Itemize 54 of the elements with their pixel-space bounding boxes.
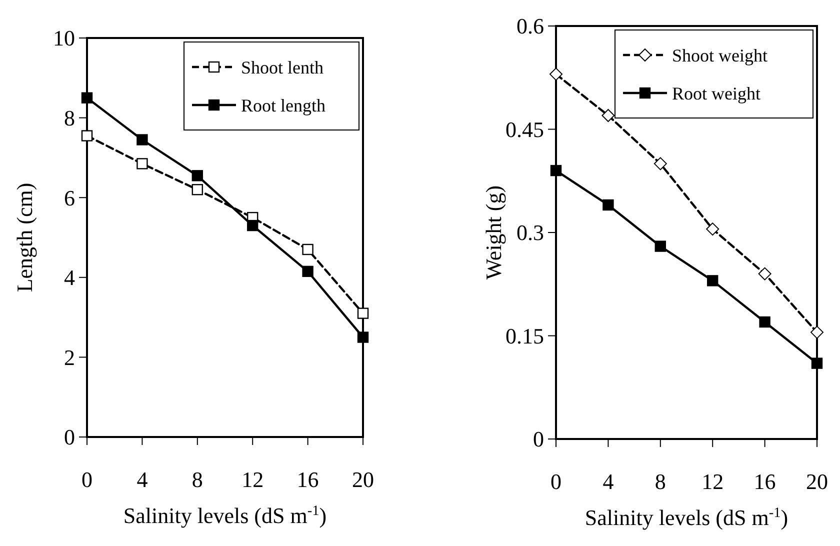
point [654,240,666,252]
y-tick-label: 0 [533,426,544,452]
point [81,92,93,104]
x-tick-label: 0 [82,467,92,492]
legend-label: Shoot lenth [241,57,324,78]
y-tick-label: 0.15 [506,323,544,348]
point [758,267,772,280]
point [706,222,720,236]
x-tick-label: 12 [702,469,724,494]
x-tick-label: 8 [654,469,666,494]
y-tick-label: 10 [53,26,75,51]
y-tick-label: 6 [64,185,75,210]
point [654,157,667,170]
x-tick-label: 20 [352,467,374,492]
point [357,308,369,319]
y-tick-label: 0.45 [506,116,544,142]
y-axis-title: Length (cm) [12,182,37,292]
y-axis-title: Weight (g) [481,185,506,280]
x-tick-label: 16 [296,467,319,492]
point [759,316,770,328]
y-tick-label: 2 [64,344,75,370]
y-tick-label: 0 [64,424,75,450]
x-tick-label: 12 [242,467,264,492]
point [136,134,148,146]
y-tick-label: 8 [64,106,75,130]
point [811,358,823,369]
y-tick-label: 0.3 [516,220,544,246]
legend-label: Shoot weight [672,45,768,66]
x-tick-label: 4 [136,467,148,492]
point [550,164,562,176]
point [302,244,314,256]
point [81,130,93,142]
point [550,68,562,81]
point [192,170,203,182]
point [247,220,258,232]
x-axis-title: Salinity levels (dS m$^{-1}$) [584,505,788,530]
point [707,275,718,286]
point [602,199,614,211]
y-tick-label: 0.6 [516,14,544,39]
x-tick-label: 20 [806,469,828,494]
legend-label: Root length [241,95,326,116]
legend-label: Root weight [672,83,760,104]
x-axis-title: Salinity levels (dS m$^{-1}$) [123,503,327,528]
y-tick-label: 4 [64,265,75,290]
point [136,158,148,170]
point [602,108,615,122]
point [192,184,203,196]
x-tick-label: 16 [754,469,776,494]
x-tick-label: 8 [192,467,203,492]
point [810,326,824,339]
x-tick-label: 0 [550,469,562,494]
point [357,332,369,343]
x-tick-label: 4 [602,469,614,494]
point [302,266,314,278]
